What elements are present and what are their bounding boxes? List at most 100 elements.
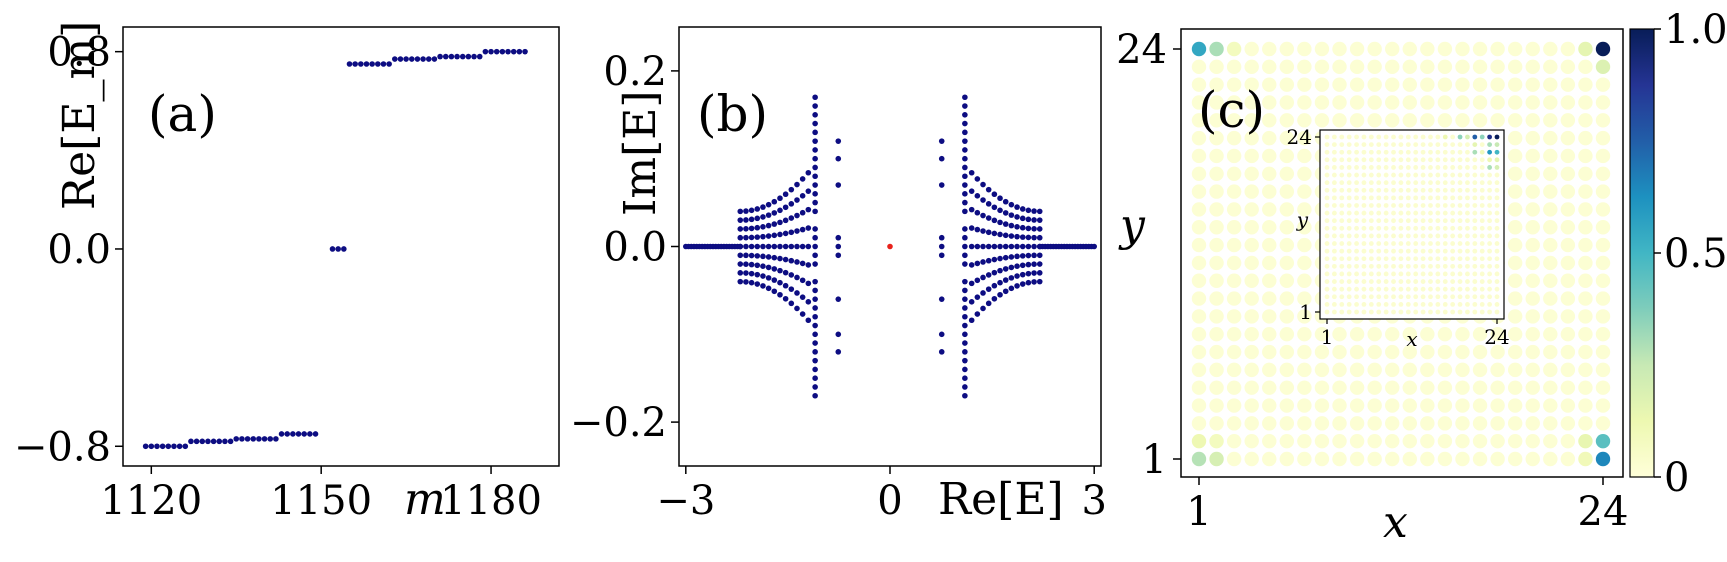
data-point [812,340,818,346]
inset-cell [1428,241,1433,246]
data-point [777,279,783,286]
heatmap-cell [1472,416,1488,431]
inset-cell [1428,225,1433,231]
inset-cell [1331,225,1337,231]
panel-b-xticks: −3 0 3 [656,466,1107,524]
inset-cell [1361,271,1367,277]
inset-cell [1435,134,1441,140]
data-point [812,349,818,355]
heatmap-cell [1279,255,1295,271]
heatmap-cell [1244,273,1259,288]
inset-cell [1442,248,1448,254]
heatmap-cell [1578,220,1593,235]
heatmap-cell [1507,220,1523,235]
data-point [748,207,755,214]
inset-cell [1361,309,1367,315]
inset-cell [1398,210,1404,216]
inset-cell [1420,309,1426,315]
inset-cell [1346,195,1352,201]
data-point [771,232,778,239]
heatmap-cell [1455,59,1470,75]
inset-cell [1450,187,1456,193]
heatmap-cell [1209,433,1224,449]
heatmap-cell [1367,41,1382,57]
heatmap-cell [1595,237,1611,253]
data-point [1014,263,1020,270]
panel-b-yticks: −0.2 0.0 0.2 [570,49,679,446]
heatmap-cell [1349,41,1365,57]
data-point [1019,234,1026,240]
inset-cell [1354,241,1359,246]
inset-cell [1398,225,1404,231]
heatmap-cell [1226,344,1242,360]
inset-cell [1398,172,1404,178]
heatmap-cell [1560,237,1576,253]
heatmap-cell [1490,451,1505,467]
inset-cell [1383,187,1389,193]
data-point [414,56,421,62]
heatmap-cell [1472,344,1488,360]
inset-cell [1331,301,1337,307]
heatmap-cell [1244,220,1259,235]
heatmap-cell [1191,344,1207,360]
heatmap-cell [1543,148,1558,164]
inset-cell [1472,180,1478,186]
data-point [962,120,968,127]
data-point [788,300,795,307]
heatmap-cell [1314,77,1330,92]
inset-cell [1331,256,1337,262]
data-point [788,229,795,236]
inset-cell [1420,172,1426,178]
data-point [812,287,818,294]
heatmap-cell [1455,362,1470,378]
data-point [980,212,986,219]
heatmap-cell [1472,95,1488,110]
inset-cell [1398,187,1404,193]
data-point [737,243,744,250]
heatmap-cell [1297,220,1312,235]
data-point [962,191,968,197]
data-point [938,234,945,241]
inset-cell [1368,241,1374,246]
heatmap-cell [1543,59,1558,75]
inset-cell [1354,134,1359,140]
heatmap-cell [1595,362,1611,378]
data-point [516,48,523,55]
y-tick-label: 0.0 [603,225,667,271]
heatmap-cell [1226,237,1242,253]
data-point [835,234,842,241]
inset-cell [1450,203,1456,208]
y-tick-label: 0.0 [47,227,111,273]
inset-cell [1435,309,1441,315]
data-point [760,263,766,270]
data-point [968,280,975,287]
inset-cell [1376,233,1382,239]
inset-cell [1442,187,1448,193]
inset-cell [1487,225,1493,231]
inset-cell [1398,180,1404,186]
heatmap-cell [1349,113,1365,128]
data-point [765,201,772,208]
data-point [991,256,998,263]
inset-cell [1420,279,1426,284]
inset-ticks: 1 x 24 1 y 24 [1287,125,1510,351]
data-point [1014,243,1020,250]
heatmap-cell [1244,237,1259,253]
data-point [737,234,744,241]
inset-cell [1354,203,1359,208]
inset-cell [1354,180,1359,186]
data-point [805,188,812,194]
heatmap-cell [1595,309,1611,324]
inset-cell [1435,294,1441,300]
heatmap-cell [1297,95,1312,110]
inset-cell [1391,180,1396,186]
data-point [1002,266,1009,272]
inset-cell [1487,180,1493,186]
heatmap-cell [1578,433,1593,449]
x-tick-label: 3 [1081,478,1106,524]
data-point [938,182,945,188]
data-point [233,436,240,442]
inset-cell [1391,165,1396,170]
heatmap-cell [1209,220,1224,235]
heatmap-cell [1507,273,1523,288]
